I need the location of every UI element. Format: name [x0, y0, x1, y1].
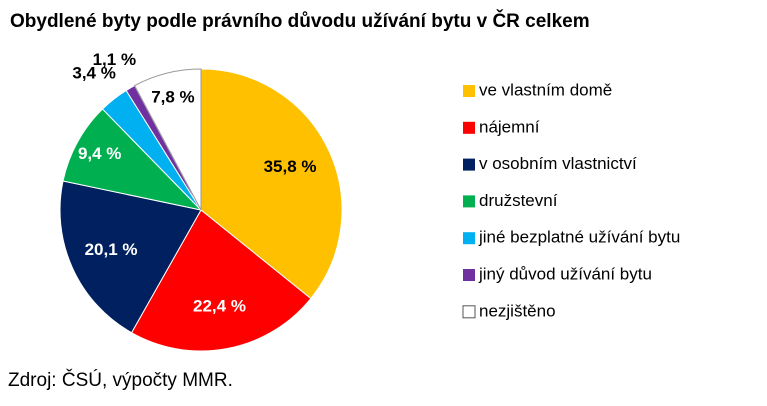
data-label: 1,1 %	[93, 50, 136, 69]
pie-slice	[62, 108, 203, 211]
data-label: 3,4 %	[72, 63, 115, 82]
legend-label: družstevní	[479, 191, 558, 210]
legend-label: ve vlastním domě	[479, 80, 612, 99]
pie-slice	[133, 68, 202, 211]
chart-title: Obydlené byty podle právního důvodu užív…	[10, 10, 590, 32]
pie-slice	[130, 209, 312, 352]
data-label: 9,4 %	[78, 144, 121, 163]
legend-swatch	[463, 121, 475, 134]
legend-swatch	[463, 85, 475, 97]
data-label: 35,8 %	[264, 157, 317, 176]
legend-swatch	[463, 269, 475, 281]
data-label: 22,4 %	[193, 296, 246, 315]
pie-slice	[59, 180, 202, 334]
legend-swatch	[463, 158, 475, 171]
legend-swatch	[463, 195, 475, 208]
legend-swatch	[462, 305, 476, 319]
legend-label: jiný důvod užívání bytu	[478, 264, 652, 283]
legend-swatch	[463, 232, 475, 245]
legend-label: nezjištěno	[479, 301, 556, 320]
data-label: 7,8 %	[151, 87, 194, 106]
legend-label: nájemní	[479, 117, 540, 136]
data-label: 20,1 %	[85, 240, 138, 259]
legend-label: jiné bezplatné užívání bytu	[478, 228, 680, 247]
pie-slice	[200, 68, 343, 300]
source-note: Zdroj: ČSÚ, výpočty MMR.	[8, 369, 233, 391]
legend-label: v osobním vlastnictví	[479, 154, 637, 173]
